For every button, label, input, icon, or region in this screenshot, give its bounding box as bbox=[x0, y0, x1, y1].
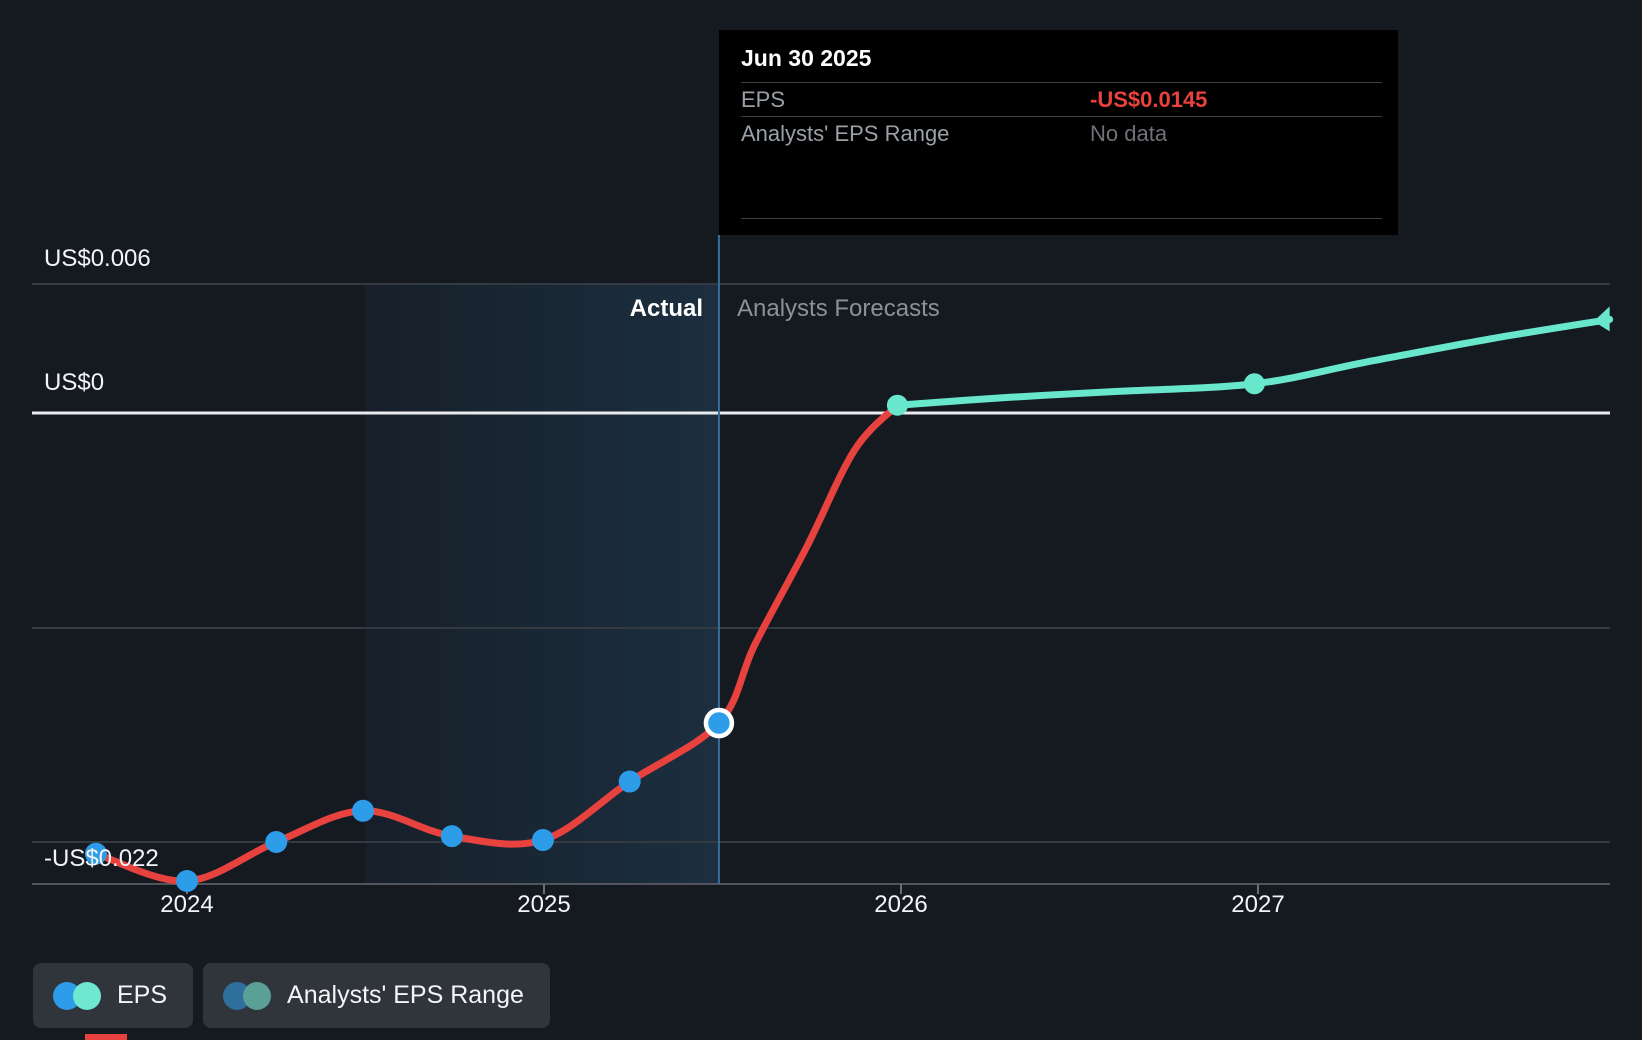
y-axis-label-top: US$0.006 bbox=[44, 245, 151, 272]
actual-section-label: Actual bbox=[629, 295, 703, 322]
tooltip-eps-label: EPS bbox=[741, 87, 786, 112]
tooltip-eps-value: -US$0.0145 bbox=[1090, 87, 1208, 112]
tooltip-row-eps-range: Analysts' EPS Range No data bbox=[741, 121, 1382, 147]
tooltip-divider bbox=[741, 116, 1382, 117]
tooltip-range-label: Analysts' EPS Range bbox=[741, 121, 950, 146]
chart-legend: EPS Analysts' EPS Range bbox=[33, 963, 550, 1028]
x-axis-label-2024: 2024 bbox=[160, 891, 214, 918]
y-axis-label-zero: US$0 bbox=[44, 369, 105, 396]
bottom-progress-fragment bbox=[85, 1034, 127, 1040]
y-axis-label-bottom: -US$0.022 bbox=[44, 845, 159, 872]
tooltip-date: Jun 30 2025 bbox=[741, 45, 872, 71]
tooltip-divider bbox=[741, 82, 1382, 83]
tooltip-divider bbox=[741, 218, 1382, 219]
tooltip-range-value: No data bbox=[1090, 121, 1168, 146]
legend-range-label: Analysts' EPS Range bbox=[287, 981, 524, 1009]
chart-tooltip: Jun 30 2025 EPS -US$0.0145 Analysts' EPS… bbox=[719, 30, 1398, 235]
x-axis-label-2027: 2027 bbox=[1231, 891, 1285, 918]
x-axis-label-2026: 2026 bbox=[874, 891, 928, 918]
legend-item-analysts-eps-range[interactable]: Analysts' EPS Range bbox=[203, 963, 550, 1028]
legend-eps-label: EPS bbox=[117, 981, 168, 1009]
x-axis-label-2025: 2025 bbox=[517, 891, 571, 918]
eps-legend-icon bbox=[53, 981, 101, 1010]
forecast-section-label: Analysts Forecasts bbox=[737, 295, 940, 322]
legend-item-eps[interactable]: EPS bbox=[33, 963, 194, 1028]
analysts-eps-range-legend-icon bbox=[223, 981, 272, 1010]
tooltip-row-eps: EPS -US$0.0145 bbox=[741, 87, 1382, 113]
